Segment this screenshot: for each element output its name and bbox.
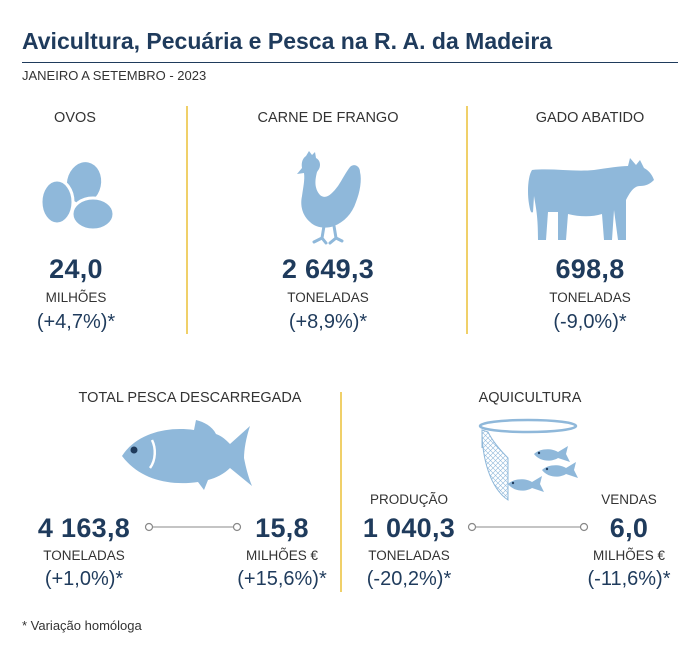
aquicultura-vendas-value: 6,0 xyxy=(609,513,649,543)
ovos-value: 24,0 xyxy=(49,254,103,284)
gado-change: (-9,0%)* xyxy=(553,311,627,333)
aquicultura-label: AQUICULTURA xyxy=(478,390,582,406)
frango-label: CARNE DE FRANGO xyxy=(257,110,399,126)
frango-value: 2 649,3 xyxy=(281,254,375,284)
ovos-change: (+4,7%)* xyxy=(36,311,116,333)
aquicultura-vendas-unit: MILHÕES € xyxy=(592,548,666,563)
aquicultura-producao-unit: TONELADAS xyxy=(368,548,450,563)
title-divider xyxy=(22,62,678,63)
pesca-label: TOTAL PESCA DESCARREGADA xyxy=(78,390,302,406)
ovos-label: OVOS xyxy=(54,110,96,126)
aquicultura-connector xyxy=(467,522,589,532)
aquicultura-producao-label: PRODUÇÃO xyxy=(369,492,448,507)
aquicultura-vendas-label: VENDAS xyxy=(601,492,657,507)
frango-unit: TONELADAS xyxy=(287,290,369,305)
separator-top-left xyxy=(186,106,188,334)
page-title: Avicultura, Pecuária e Pesca na R. A. da… xyxy=(22,28,553,54)
pesca-quantity-change: (+1,0%)* xyxy=(44,568,124,590)
separator-bottom xyxy=(340,392,342,592)
aquicultura-producao-value: 1 040,3 xyxy=(362,513,456,543)
ovos-unit: MILHÕES xyxy=(45,290,107,305)
gado-unit: TONELADAS xyxy=(549,290,631,305)
gado-label: GADO ABATIDO xyxy=(535,110,645,126)
aquicultura-producao-change: (-20,2%)* xyxy=(366,568,452,590)
pesca-connector xyxy=(144,522,242,532)
fish-icon xyxy=(122,420,252,490)
pesca-money-change: (+15,6%)* xyxy=(237,568,327,590)
chicken-icon xyxy=(297,151,361,245)
page-subtitle: JANEIRO A SETEMBRO - 2023 xyxy=(22,68,207,83)
fish-cage-icon xyxy=(478,418,578,501)
pesca-money-unit: MILHÕES € xyxy=(245,548,319,563)
aquicultura-vendas-change: (-11,6%)* xyxy=(587,568,671,590)
frango-change: (+8,9%)* xyxy=(288,311,368,333)
cow-icon xyxy=(528,158,654,240)
separator-top-right xyxy=(466,106,468,334)
pesca-money-value: 15,8 xyxy=(255,513,309,543)
pesca-quantity-value: 4 163,8 xyxy=(37,513,131,543)
gado-value: 698,8 xyxy=(555,254,625,284)
pesca-quantity-unit: TONELADAS xyxy=(43,548,125,563)
eggs-icon xyxy=(39,162,116,232)
footnote: * Variação homóloga xyxy=(22,618,142,633)
